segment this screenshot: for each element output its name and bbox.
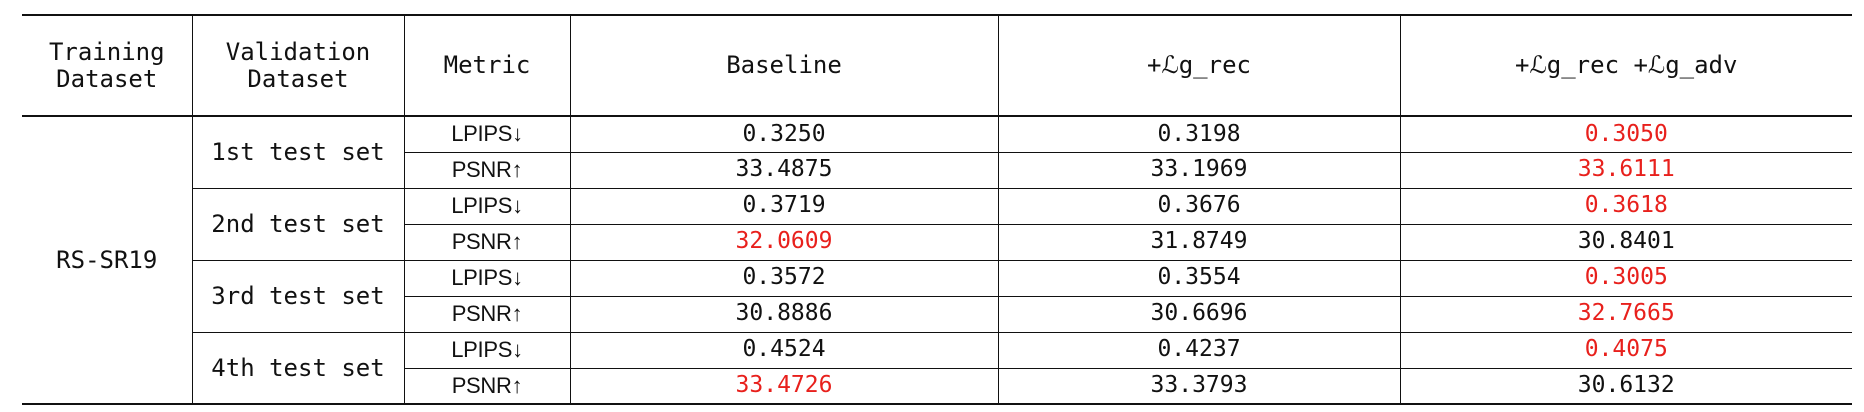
metric-cell: PSNR↑ bbox=[403, 223, 570, 260]
value-cell: 30.8886 bbox=[569, 295, 998, 332]
value-cell: 0.3719 bbox=[569, 187, 998, 224]
header-g-rec-g-adv: +ℒg_rec +ℒg_adv bbox=[1399, 14, 1852, 117]
validation-dataset-cell: 3rd test set bbox=[191, 259, 404, 332]
table-row: 2nd test set LPIPS↓ 0.3719 0.3676 0.3618 bbox=[22, 187, 1852, 260]
validation-dataset-cell: 4th test set bbox=[191, 331, 404, 405]
header-g-rec: +ℒg_rec bbox=[997, 14, 1400, 117]
best-value-cell: 32.0609 bbox=[569, 223, 998, 260]
value-cell: 0.4524 bbox=[569, 331, 998, 368]
table-row: 4th test set LPIPS↓ 0.4524 0.4237 0.4075 bbox=[22, 331, 1852, 405]
metric-cell: PSNR↑ bbox=[403, 367, 570, 405]
metric-cell: PSNR↑ bbox=[403, 151, 570, 188]
value-cell: 30.6132 bbox=[1399, 367, 1852, 405]
metric-cell: LPIPS↓ bbox=[403, 187, 570, 224]
value-cell: 30.6696 bbox=[997, 295, 1400, 332]
value-cell: 0.4237 bbox=[997, 331, 1400, 368]
value-cell: 0.3572 bbox=[569, 259, 998, 296]
header-baseline: Baseline bbox=[569, 14, 998, 117]
best-value-cell: 0.4075 bbox=[1399, 331, 1852, 368]
metric-cell: LPIPS↓ bbox=[403, 331, 570, 368]
header-metric: Metric bbox=[403, 14, 570, 117]
best-value-cell: 0.3618 bbox=[1399, 187, 1852, 224]
value-cell: 31.8749 bbox=[997, 223, 1400, 260]
metric-cell: LPIPS↓ bbox=[403, 259, 570, 296]
header-validation-dataset: Validation Dataset bbox=[191, 14, 404, 117]
value-cell: 0.3250 bbox=[569, 115, 998, 152]
value-cell: 33.1969 bbox=[997, 151, 1400, 188]
value-cell: 33.3793 bbox=[997, 367, 1400, 405]
best-value-cell: 0.3005 bbox=[1399, 259, 1852, 296]
value-cell: 0.3198 bbox=[997, 115, 1400, 152]
value-cell: 30.8401 bbox=[1399, 223, 1852, 260]
value-cell: 0.3554 bbox=[997, 259, 1400, 296]
table-body: RS-SR19 1st test set LPIPS↓ 0.3250 0.3198 0.3… bbox=[22, 115, 1852, 405]
value-cell: 0.3676 bbox=[997, 187, 1400, 224]
metric-cell: LPIPS↓ bbox=[403, 115, 570, 152]
header-training-dataset: Training Dataset bbox=[22, 14, 192, 117]
results-table: Training Dataset Validation Dataset Metr… bbox=[22, 14, 1852, 405]
table-row: PSNR↑ 32.0609 31.8749 30.8401 bbox=[22, 223, 1852, 260]
best-value-cell: 32.7665 bbox=[1399, 295, 1852, 332]
table-row: 3rd test set LPIPS↓ 0.3572 0.3554 0.3005 bbox=[22, 259, 1852, 332]
table-row: PSNR↑ 30.8886 30.6696 32.7665 bbox=[22, 295, 1852, 332]
table-row: PSNR↑ 33.4726 33.3793 30.6132 bbox=[22, 367, 1852, 405]
header-row: Training Dataset Validation Dataset Metr… bbox=[22, 14, 1852, 117]
validation-dataset-cell: 2nd test set bbox=[191, 187, 404, 260]
best-value-cell: 33.4726 bbox=[569, 367, 998, 405]
best-value-cell: 0.3050 bbox=[1399, 115, 1852, 152]
table-row: PSNR↑ 33.4875 33.1969 33.6111 bbox=[22, 151, 1852, 188]
value-cell: 33.4875 bbox=[569, 151, 998, 188]
training-dataset-cell: RS-SR19 bbox=[22, 115, 192, 405]
best-value-cell: 33.6111 bbox=[1399, 151, 1852, 188]
metric-cell: PSNR↑ bbox=[403, 295, 570, 332]
validation-dataset-cell: 1st test set bbox=[191, 115, 404, 188]
table-row: RS-SR19 1st test set LPIPS↓ 0.3250 0.3198 0.3… bbox=[22, 115, 1852, 405]
